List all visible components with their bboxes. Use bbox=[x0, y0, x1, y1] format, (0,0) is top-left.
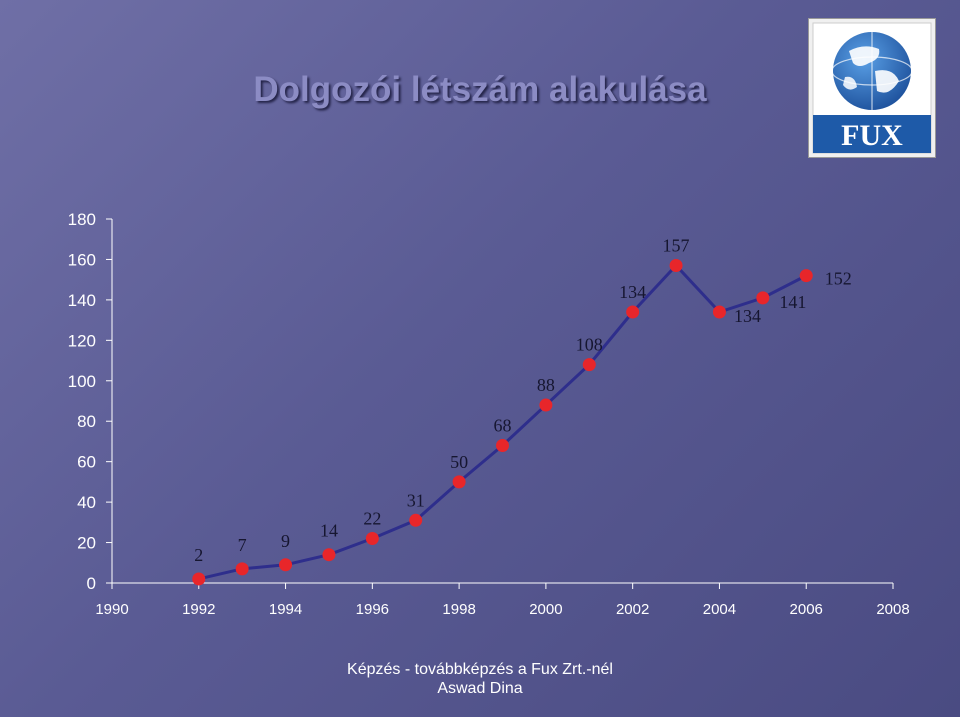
data-label: 134 bbox=[734, 306, 761, 326]
data-label: 108 bbox=[576, 335, 603, 355]
data-point bbox=[322, 548, 336, 562]
data-point bbox=[192, 572, 206, 586]
data-label: 7 bbox=[238, 535, 247, 555]
chart-axes bbox=[106, 218, 894, 589]
data-label: 9 bbox=[281, 531, 290, 551]
data-label: 2 bbox=[194, 545, 203, 565]
x-tick-label: 2002 bbox=[616, 601, 649, 618]
data-point bbox=[712, 305, 726, 319]
data-point bbox=[756, 291, 770, 305]
y-tick-label: 20 bbox=[77, 534, 96, 553]
data-point bbox=[452, 475, 466, 489]
data-point bbox=[365, 532, 379, 546]
data-point bbox=[669, 259, 683, 273]
data-point bbox=[582, 358, 596, 372]
x-tick-label: 1996 bbox=[356, 601, 389, 618]
data-label: 68 bbox=[494, 415, 512, 435]
x-tick-label: 2000 bbox=[529, 601, 562, 618]
x-tick-label: 2006 bbox=[790, 601, 823, 618]
y-tick-label: 100 bbox=[68, 372, 96, 391]
data-label: 134 bbox=[619, 282, 646, 302]
company-logo: FUX bbox=[808, 18, 936, 158]
data-point bbox=[409, 513, 423, 527]
data-point bbox=[799, 269, 813, 283]
y-tick-label: 0 bbox=[87, 574, 96, 593]
x-tick-label: 1990 bbox=[95, 601, 128, 618]
logo-text: FUX bbox=[841, 119, 903, 152]
x-tick-label: 2008 bbox=[876, 601, 909, 618]
data-point bbox=[496, 438, 509, 452]
globe-logo-icon: FUX bbox=[812, 22, 932, 154]
tick-labels: 0 20 40 60 80 100 120 140 160 180 1990 1992 1994 1996… bbox=[68, 210, 910, 618]
data-point bbox=[235, 562, 249, 576]
x-tick-label: 2004 bbox=[703, 601, 736, 618]
footer-line-2: Aswad Dina bbox=[437, 680, 523, 697]
x-tick-label: 1994 bbox=[269, 601, 302, 618]
data-label: 22 bbox=[363, 509, 381, 529]
data-label: 50 bbox=[450, 452, 468, 472]
data-point bbox=[626, 305, 640, 319]
data-label: 157 bbox=[663, 236, 690, 256]
data-point bbox=[279, 558, 293, 572]
data-label: 31 bbox=[407, 490, 425, 510]
y-tick-label: 40 bbox=[77, 493, 96, 512]
footer: Képzés - továbbképzés a Fux Zrt.-nél Asw… bbox=[0, 660, 960, 698]
data-label: 141 bbox=[779, 292, 806, 312]
y-tick-label: 120 bbox=[68, 331, 96, 350]
data-label: 152 bbox=[825, 269, 852, 289]
y-tick-label: 160 bbox=[68, 250, 96, 269]
x-tick-label: 1998 bbox=[442, 601, 475, 618]
page-title: Dolgozói létszám alakulása bbox=[253, 70, 707, 109]
y-tick-label: 180 bbox=[68, 210, 96, 229]
x-tick-label: 1992 bbox=[182, 601, 215, 618]
footer-line-1: Képzés - továbbképzés a Fux Zrt.-nél bbox=[347, 661, 613, 678]
data-point bbox=[539, 398, 553, 412]
y-tick-label: 140 bbox=[68, 291, 96, 310]
line-chart: 0 20 40 60 80 100 120 140 160 180 1990 1992 1994 1996… bbox=[68, 210, 910, 618]
data-labels: 2 7 9 14 22 31 50 68 88 108 134 157 134 141 152 bbox=[194, 236, 851, 565]
y-tick-label: 60 bbox=[77, 453, 96, 472]
y-tick-label: 80 bbox=[77, 412, 96, 431]
data-markers bbox=[192, 259, 813, 586]
data-label: 88 bbox=[537, 375, 555, 395]
data-label: 14 bbox=[320, 521, 338, 541]
